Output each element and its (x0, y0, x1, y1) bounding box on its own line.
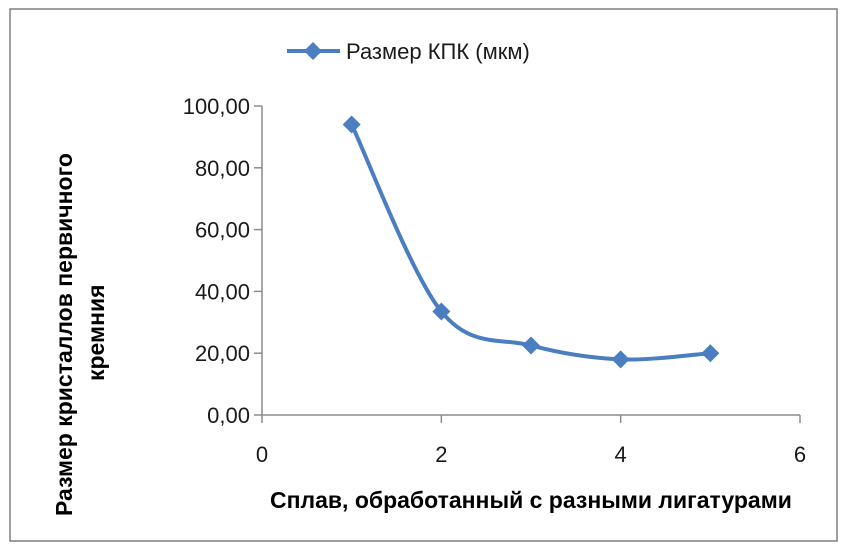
x-tick-label: 0 (256, 442, 268, 467)
y-axis-title-line1: Размер кристаллов первичного (51, 153, 77, 516)
y-tick-label: 20,00 (195, 341, 250, 366)
series-markers (342, 115, 720, 369)
x-tick-label: 4 (615, 442, 627, 467)
y-tick-label: 80,00 (195, 156, 250, 181)
legend: Размер КПК (мкм) (287, 39, 530, 64)
data-point-marker (701, 344, 720, 363)
data-point-marker (432, 302, 451, 321)
data-point-marker (342, 115, 361, 134)
legend-label: Размер КПК (мкм) (346, 39, 530, 64)
y-axis-title-line2: кремния (83, 284, 109, 381)
data-point-marker (522, 336, 540, 355)
x-ticks: 0 2 4 6 (256, 415, 806, 467)
y-tick-label: 0,00 (207, 403, 250, 428)
y-tick-label: 60,00 (195, 218, 250, 243)
series-line (349, 122, 713, 362)
chart-border (9, 8, 838, 542)
x-tick-label: 2 (435, 442, 447, 467)
data-point-marker (611, 350, 630, 369)
y-tick-label: 40,00 (195, 279, 250, 304)
x-axis-title: Сплав, обработанный с разными лигатурами (270, 487, 792, 513)
legend-marker (304, 42, 322, 60)
x-tick-label: 6 (794, 442, 806, 467)
y-tick-label: 100,00 (183, 94, 250, 119)
y-ticks: 0,00 20,00 40,00 60,00 80,00 100,00 (183, 94, 262, 428)
